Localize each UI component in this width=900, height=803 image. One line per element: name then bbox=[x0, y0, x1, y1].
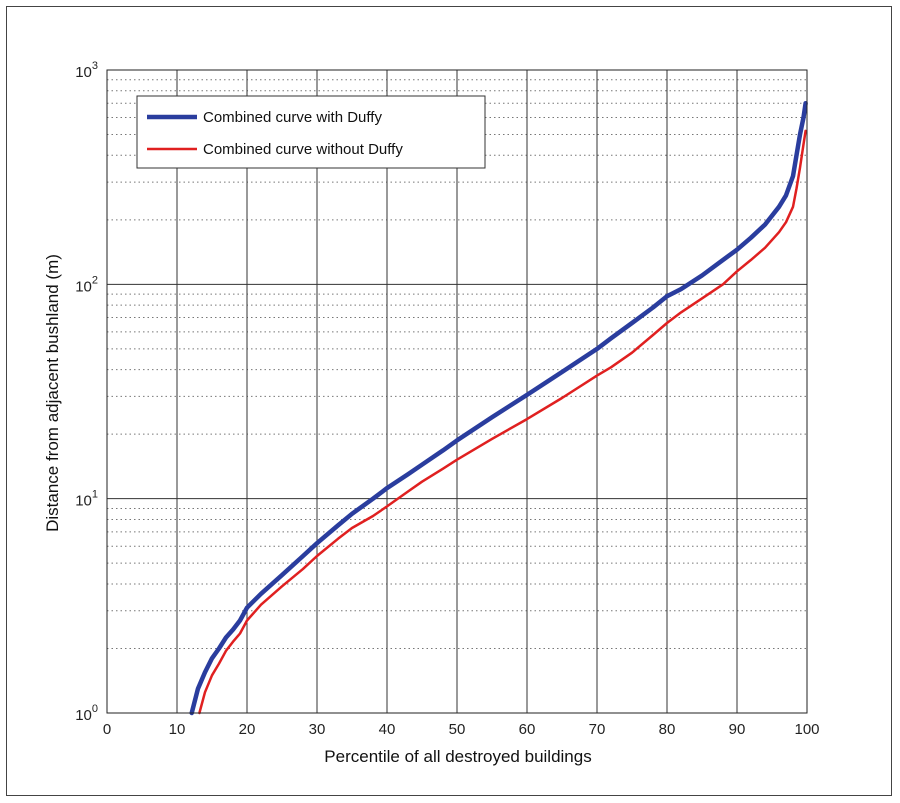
x-tick-label: 20 bbox=[239, 721, 256, 738]
x-tick-label: 100 bbox=[794, 721, 819, 738]
series-line-1 bbox=[198, 129, 807, 715]
x-tick-label: 30 bbox=[309, 721, 326, 738]
legend-box bbox=[136, 95, 486, 169]
plot-border bbox=[106, 69, 808, 714]
legend-label-with-duffy: Combined curve with Duffy bbox=[203, 109, 382, 126]
y-tick-label: 102 bbox=[75, 274, 98, 295]
y-tick-label: 100 bbox=[75, 703, 98, 724]
x-axis-ticks: 0 10 20 30 40 50 60 70 80 90 100 bbox=[103, 721, 820, 738]
series-layer bbox=[189, 100, 808, 716]
series-line-0 bbox=[189, 100, 808, 716]
y-axis-ticks: 100 101 102 103 bbox=[75, 60, 98, 724]
figure-frame bbox=[6, 6, 892, 796]
x-tick-label: 90 bbox=[729, 721, 746, 738]
x-tick-label: 10 bbox=[169, 721, 186, 738]
y-tick-label: 103 bbox=[75, 60, 98, 81]
x-tick-label: 80 bbox=[659, 721, 676, 738]
legend: Combined curve with Duffy Combined curve… bbox=[136, 95, 486, 169]
y-tick-label: 101 bbox=[75, 489, 98, 510]
x-tick-label: 0 bbox=[103, 721, 111, 738]
x-tick-label: 70 bbox=[589, 721, 606, 738]
x-tick-label: 40 bbox=[379, 721, 396, 738]
x-tick-label: 60 bbox=[519, 721, 536, 738]
y-axis-label: Distance from adjacent bushland (m) bbox=[43, 254, 62, 532]
x-tick-label: 50 bbox=[449, 721, 466, 738]
x-axis-label: Percentile of all destroyed buildings bbox=[324, 747, 591, 766]
legend-label-without-duffy: Combined curve without Duffy bbox=[203, 141, 403, 158]
